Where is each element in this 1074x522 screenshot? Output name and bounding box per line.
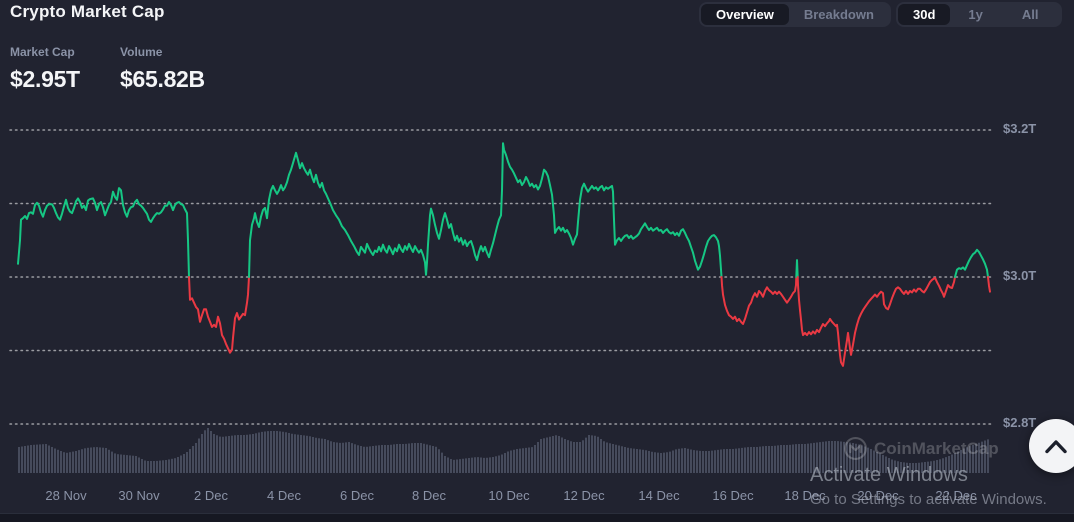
range-toggle: 30d 1y All	[896, 2, 1062, 27]
x-axis-label: 16 Dec	[712, 488, 754, 503]
x-axis-label: 2 Dec	[194, 488, 228, 503]
x-axis-label: 10 Dec	[488, 488, 530, 503]
price-line-segment	[188, 276, 250, 354]
chevron-up-icon	[1044, 439, 1068, 454]
watermark-text: CoinMarketCap	[874, 438, 999, 458]
bottom-divider	[0, 513, 1074, 522]
volume-bars	[18, 428, 989, 473]
price-line-segment	[954, 248, 989, 278]
x-axis-label: 30 Nov	[118, 488, 160, 503]
price-line-segment	[720, 276, 798, 325]
view-toggle: Overview Breakdown	[699, 2, 891, 27]
activate-windows-subtext: Go to Settings to activate Windows.	[810, 491, 1047, 508]
x-axis-label: 28 Nov	[45, 488, 87, 503]
price-line-segment	[17, 187, 190, 278]
coinmarketcap-logo-icon	[843, 436, 868, 461]
price-line-segment	[987, 276, 991, 293]
range-all[interactable]: All	[1001, 4, 1060, 25]
market-cap-label: Market Cap	[10, 45, 75, 59]
x-axis-label: 14 Dec	[638, 488, 680, 503]
market-cap-value: $2.95T	[10, 66, 80, 92]
x-axis-label: 22 Dec	[935, 488, 977, 503]
price-line-segment	[795, 259, 799, 278]
activate-windows-text: Activate Windows	[810, 464, 968, 486]
volume-value: $65.82B	[120, 66, 205, 92]
range-30d[interactable]: 30d	[898, 4, 951, 25]
page-title: Crypto Market Cap	[10, 2, 165, 21]
x-axis-label: 18 Dec	[784, 488, 826, 503]
tab-overview[interactable]: Overview	[701, 4, 789, 25]
y-axis-label: $3.0T	[1003, 268, 1037, 283]
scroll-to-top-button[interactable]	[1029, 419, 1074, 473]
range-1y[interactable]: 1y	[950, 4, 1000, 25]
y-axis-label: $3.2T	[1003, 121, 1037, 136]
price-line-segment	[796, 276, 956, 367]
x-axis-label: 6 Dec	[340, 488, 374, 503]
tab-breakdown[interactable]: Breakdown	[789, 4, 889, 25]
x-axis-label: 8 Dec	[412, 488, 446, 503]
y-axis-label: $2.8T	[1003, 415, 1037, 430]
price-line-segment	[248, 142, 723, 278]
x-axis-label: 4 Dec	[267, 488, 301, 503]
x-axis-label: 12 Dec	[563, 488, 605, 503]
x-axis-label: 20 Dec	[857, 488, 899, 503]
volume-label: Volume	[120, 45, 163, 59]
coinmarketcap-watermark: CoinMarketCap	[843, 436, 999, 461]
